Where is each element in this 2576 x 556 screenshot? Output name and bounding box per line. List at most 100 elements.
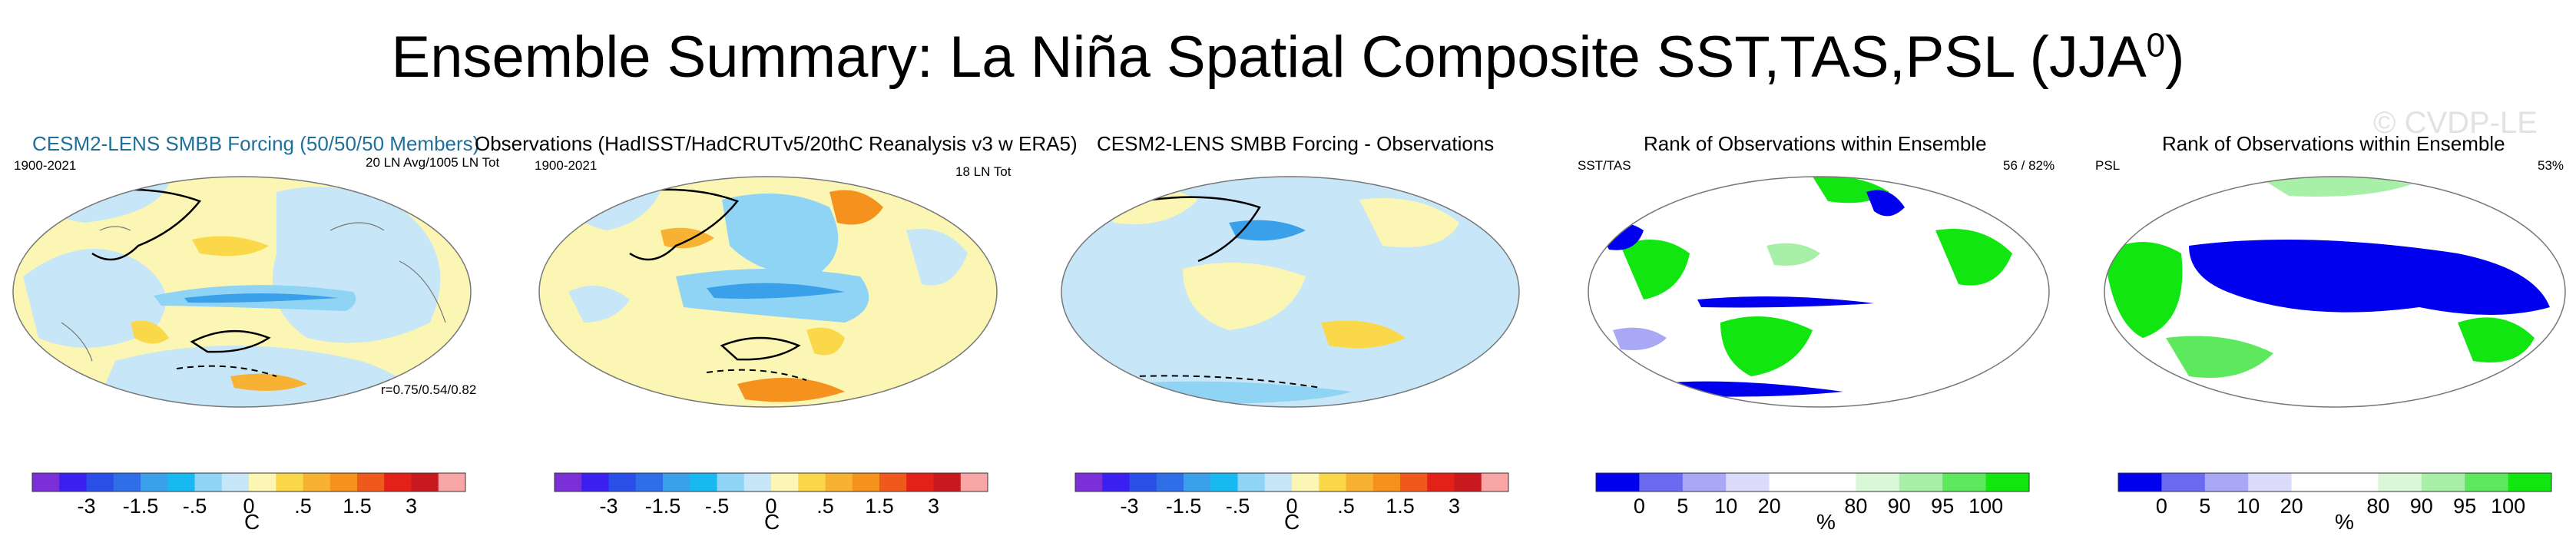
colorbar-swatch [1985, 473, 2030, 491]
colorbar-swatch [1210, 473, 1238, 491]
colorbar-swatch [411, 473, 439, 491]
colorbar-tick-label: 90 [2410, 495, 2433, 518]
colorbar-tick-label: 0 [243, 495, 254, 518]
colorbar-swatch [32, 473, 60, 491]
colorbar-swatch [2421, 473, 2465, 491]
panel-2-colorbar: -3 -1.5 -.5 0 .5 1.5 3 [554, 472, 988, 518]
figure-title-text: Ensemble Summary: La Niña Spatial Compos… [391, 25, 2147, 90]
colorbar-swatch [2161, 473, 2206, 491]
colorbar-swatch [1454, 473, 1482, 491]
colorbar-swatch [825, 473, 853, 491]
colorbar-swatch [1102, 473, 1130, 491]
colorbar-swatch [141, 473, 168, 491]
panel-5-east-high [2458, 317, 2535, 362]
colorbar-tick-label: 0 [1286, 495, 1297, 518]
colorbar-swatch [1639, 473, 1684, 491]
colorbar-swatch [1292, 473, 1319, 491]
colorbar-swatch [167, 473, 195, 491]
panel-1-colorbar: -3 -1.5 -.5 0 .5 1.5 3 [31, 472, 466, 518]
colorbar-swatch [113, 473, 141, 491]
colorbar-swatch [2118, 473, 2162, 491]
colorbar-swatch [194, 473, 223, 491]
panel-1-psl-contour-north [91, 188, 202, 261]
panel-1-map-border [12, 176, 472, 408]
colorbar-swatch [1129, 473, 1157, 491]
colorbar-swatch [1596, 473, 1640, 491]
colorbar-tick-label: 1.5 [1386, 495, 1415, 518]
colorbar-swatch [1346, 473, 1374, 491]
panel-1-unit: C [244, 510, 260, 534]
colorbar-tick-label: 20 [1758, 495, 1781, 518]
colorbar-swatch [249, 473, 276, 491]
panel-4-background [1588, 177, 2049, 407]
panel-2-period-label: 1900-2021 [535, 158, 598, 173]
colorbar-swatch [933, 473, 962, 491]
colorbar-swatch [798, 473, 826, 491]
colorbar-swatch [608, 473, 637, 491]
colorbar-swatch [906, 473, 934, 491]
colorbar-swatch [329, 473, 358, 491]
colorbar-swatch [2291, 473, 2336, 491]
colorbar-tick-label: 3 [1449, 495, 1460, 518]
panel-1-title: CESM2-LENS SMBB Forcing (50/50/50 Member… [32, 132, 479, 156]
colorbar-tick-label: 3 [406, 495, 417, 518]
colorbar-swatch [357, 473, 385, 491]
colorbar-tick-label: 90 [1888, 495, 1911, 518]
panel-3-south-pacific-warm [1321, 320, 1406, 349]
colorbar-tick-label: 5 [1677, 495, 1688, 518]
colorbar-swatch [1319, 473, 1346, 491]
colorbar-tick-label: -3 [599, 495, 618, 518]
colorbar-swatch [2335, 473, 2379, 491]
panel-2-south-pacific-warm [806, 327, 845, 356]
colorbar-outline [1595, 472, 2030, 492]
colorbar-swatch [2465, 473, 2509, 491]
colorbar-outline [31, 472, 466, 492]
colorbar-swatch [2378, 473, 2422, 491]
panel-2-count-label: 18 LN Tot [955, 164, 1012, 179]
panel-3-map-border [1061, 176, 1520, 408]
colorbar-swatch [2248, 473, 2293, 491]
panel-2-north-america-warm [829, 190, 883, 225]
colorbar-swatch [879, 473, 907, 491]
panel-1-psl-contour-negative [176, 365, 277, 377]
colorbar-tick-label: 1.5 [343, 495, 372, 518]
colorbar-swatch [743, 473, 772, 491]
colorbar-tick-label: 95 [1931, 495, 1954, 518]
panel-1-correlation-label: r=0.75/0.54/0.82 [381, 382, 477, 397]
panel-2-atlantic-cool [906, 229, 968, 286]
colorbar-tick-label: 80 [2366, 495, 2389, 518]
panel-5-map-border [2104, 176, 2566, 408]
colorbar-tick-label: 0 [1634, 495, 1645, 518]
panel-4-map [1588, 177, 2049, 407]
panel-5-south-high [2166, 336, 2273, 378]
colorbar-swatch [1372, 473, 1401, 491]
colorbar-tick-label: 0 [2156, 495, 2167, 518]
colorbar-tick-label: 10 [1714, 495, 1737, 518]
panel-4-south-pacific-high [1720, 316, 1813, 376]
panel-1-maritime-warm [131, 320, 169, 344]
figure-title: Ensemble Summary: La Niña Spatial Compos… [0, 23, 2576, 92]
colorbar-swatch [771, 473, 799, 491]
panel-1-psl-contour-south [190, 329, 271, 353]
panel-1-pacific-cool [273, 187, 441, 343]
colorbar-swatch [1726, 473, 1770, 491]
colorbar-swatch [384, 473, 412, 491]
colorbar-swatch [1682, 473, 1727, 491]
colorbar-swatch [581, 473, 609, 491]
colorbar-tick-label: 1.5 [865, 495, 894, 518]
colorbar-swatch [1481, 473, 1509, 491]
panel-2-psl-contour-negative [706, 369, 807, 381]
panel-4-atlantic-high [1935, 229, 2012, 286]
panel-2-map [539, 177, 997, 407]
figure-title-superscript: 0 [2146, 26, 2166, 65]
colorbar-swatch [303, 473, 331, 491]
colorbar-swatch [2508, 473, 2552, 491]
colorbar-tick-label: 3 [928, 495, 939, 518]
panel-1-south-pacific-warm [230, 373, 307, 391]
colorbar-tick-label: -1.5 [123, 495, 159, 518]
panel-1-north-pacific-warm [192, 236, 269, 256]
watermark: © CVDP-LE [2373, 106, 2538, 140]
panel-3-title: CESM2-LENS SMBB Forcing - Observations [1097, 132, 1495, 155]
figure-title-close: ) [2165, 25, 2185, 90]
